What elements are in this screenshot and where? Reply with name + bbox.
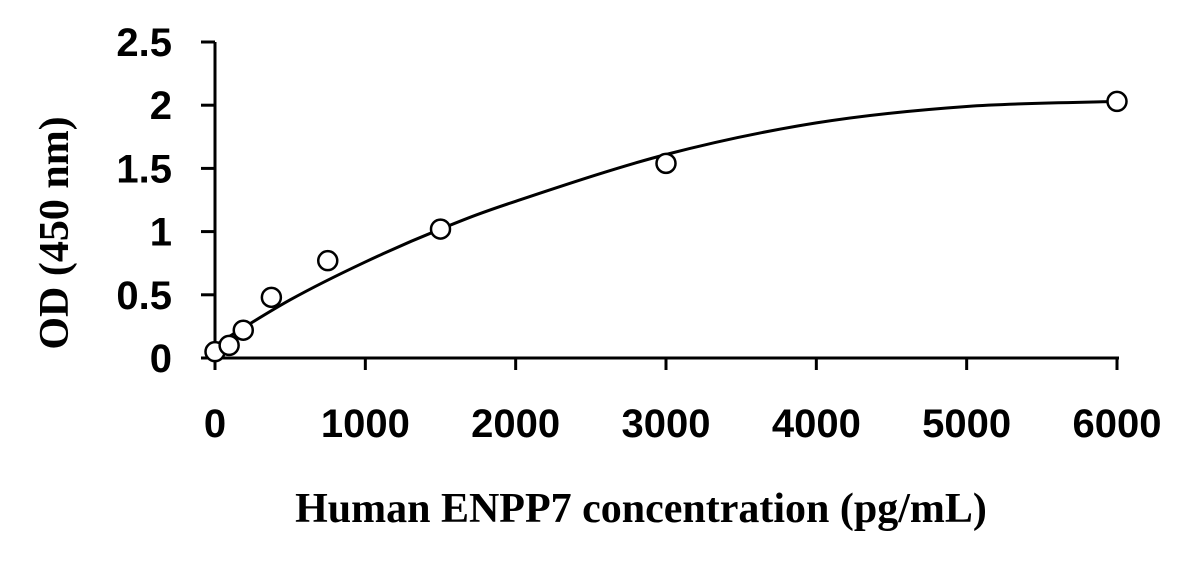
- x-tick-label: 5000: [922, 402, 1011, 446]
- x-tick-label: 3000: [622, 402, 711, 446]
- y-tick-label: 1.5: [116, 147, 172, 191]
- y-tick-label: 1: [150, 211, 172, 255]
- data-point: [232, 319, 255, 341]
- data-point: [218, 334, 240, 357]
- y-tick-label: 0.5: [116, 274, 172, 318]
- data-point: [1106, 90, 1128, 113]
- y-tick-label: 0: [150, 337, 172, 381]
- x-tick-label: 6000: [1073, 402, 1162, 446]
- data-point: [317, 249, 339, 272]
- y-axis-title: OD (450 nm): [32, 116, 78, 349]
- y-axis-ticks: 0 0.5 1 1.5 2 2.5: [116, 21, 215, 381]
- data-points: [204, 90, 1128, 363]
- x-tick-label: 0: [204, 402, 226, 446]
- data-point: [260, 286, 283, 309]
- y-tick-label: 2.5: [116, 21, 172, 65]
- data-point: [429, 218, 452, 240]
- data-point: [655, 152, 677, 175]
- y-tick-label: 2: [150, 84, 172, 128]
- x-axis-ticks: 0 1000 2000 3000 4000 5000 6000: [204, 358, 1162, 446]
- axes: [201, 42, 1119, 360]
- x-axis-title: Human ENPP7 concentration (pg/mL): [295, 486, 987, 532]
- x-tick-label: 4000: [772, 402, 861, 446]
- fit-curve: [214, 99, 1118, 347]
- x-tick-label: 1000: [321, 402, 410, 446]
- x-tick-label: 2000: [471, 402, 560, 446]
